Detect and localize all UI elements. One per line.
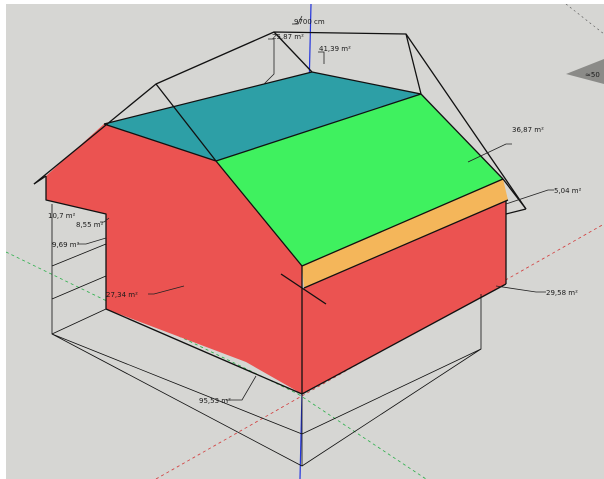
roof-teal-area-label: 41,39 m² (319, 45, 351, 53)
wall-face-right (302, 201, 506, 394)
model-canvas[interactable]: ≈50 (6, 4, 604, 479)
3d-viewport[interactable]: ≈50 (6, 4, 604, 479)
roof-trim-face (302, 179, 508, 288)
trim-area-label: 5,04 m² (554, 187, 582, 195)
offscreen-object (566, 59, 604, 84)
axis-green-far (297, 393, 427, 479)
axis-red (155, 223, 604, 479)
gable-area-left-label: 25,87 m² (272, 33, 304, 41)
wall-face-left (46, 124, 302, 394)
right-wall-area-label: 29,58 m² (546, 289, 578, 297)
floor-area-label: 95,53 m² (199, 397, 231, 405)
recess-area-b-label: 8,55 m² (76, 221, 104, 229)
recess-area-a-label: 10,7 m² (48, 212, 76, 220)
axis-dash-corner (565, 4, 604, 35)
wireframe (33, 31, 527, 467)
leader-lines (78, 15, 554, 401)
ridge-length-label: 9700 cm (294, 18, 325, 26)
offscreen-value-label: ≈50 (585, 71, 600, 79)
recess-area-c-label: 9,69 m² (52, 241, 80, 249)
roof-green-face (216, 94, 503, 266)
roof-green-area-label: 36,87 m² (512, 126, 544, 134)
roof-teal-face (104, 72, 421, 161)
front-wall-area-label: 27,34 m² (106, 291, 138, 299)
